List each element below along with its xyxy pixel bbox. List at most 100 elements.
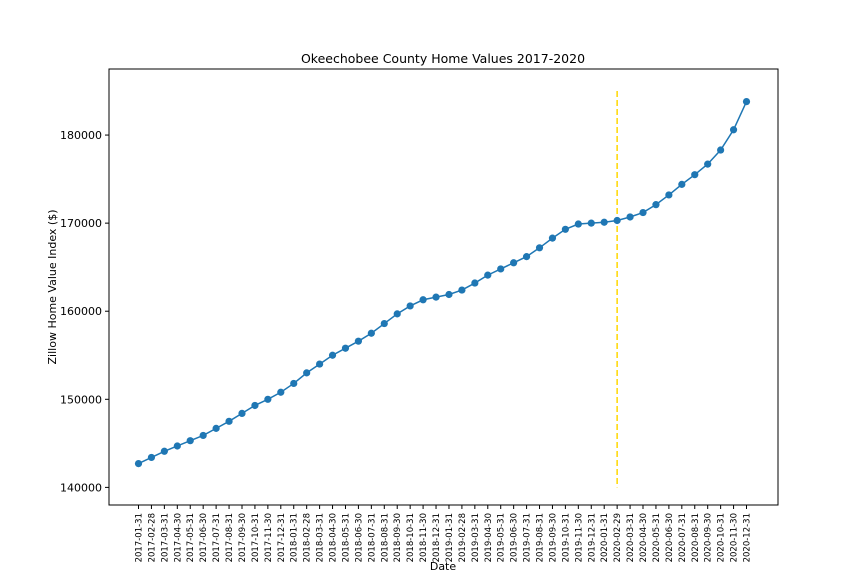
x-axis: 2017-01-31 2017-02-28 2017-03-31 2017-04-30… <box>135 505 753 562</box>
data-point <box>691 171 699 179</box>
x-tick-label: 2019-02-28 <box>458 513 468 562</box>
x-tick-label: 2018-09-30 <box>393 513 403 562</box>
data-point <box>160 447 168 455</box>
data-point <box>225 417 233 425</box>
x-axis-label: Date <box>430 560 457 573</box>
y-tick-label: 150000 <box>60 393 102 406</box>
x-tick-label: 2019-01-31 <box>445 513 455 562</box>
y-tick-label: 140000 <box>60 481 102 494</box>
data-point <box>548 234 557 242</box>
data-point <box>574 220 582 228</box>
x-tick-label: 2020-03-31 <box>626 513 636 562</box>
data-point <box>380 319 388 328</box>
data-point <box>613 216 621 225</box>
data-point <box>678 180 686 188</box>
x-tick-label: 2018-02-28 <box>303 513 313 562</box>
x-tick-label: 2017-07-31 <box>212 513 222 562</box>
x-tick-label: 2019-11-30 <box>574 513 584 562</box>
x-tick-label: 2019-04-30 <box>484 513 494 562</box>
data-point <box>316 360 324 368</box>
data-point <box>561 225 569 233</box>
data-point <box>432 293 440 301</box>
data-point <box>497 265 505 273</box>
x-tick-label: 2018-10-31 <box>406 513 416 562</box>
data-point <box>134 460 143 468</box>
data-point <box>341 344 350 352</box>
x-tick-label: 2017-03-31 <box>160 513 170 562</box>
data-point <box>665 191 673 199</box>
data-point <box>742 97 751 106</box>
x-tick-label: 2018-01-31 <box>290 513 300 562</box>
data-point <box>290 379 298 388</box>
data-point <box>510 259 518 267</box>
x-tick-label: 2017-11-30 <box>264 513 274 562</box>
x-tick-label: 2018-08-31 <box>380 513 390 562</box>
x-tick-label: 2018-03-31 <box>316 513 326 562</box>
x-tick-label: 2019-12-31 <box>587 513 597 562</box>
data-point <box>458 286 466 294</box>
data-point <box>600 218 608 226</box>
x-tick-label: 2017-08-31 <box>225 513 235 562</box>
data-point <box>471 279 479 287</box>
data-point <box>186 437 194 445</box>
x-tick-label: 2020-08-31 <box>691 513 701 562</box>
x-tick-label: 2017-12-31 <box>277 513 287 562</box>
data-point <box>354 337 363 345</box>
data-point <box>173 442 181 450</box>
data-point <box>328 351 337 359</box>
data-point <box>419 296 427 304</box>
data-point <box>367 329 375 337</box>
data-point <box>199 431 207 440</box>
data-point <box>238 409 246 417</box>
data-point <box>626 213 634 221</box>
y-tick-label: 180000 <box>60 129 102 142</box>
x-tick-label: 2018-11-30 <box>419 513 429 562</box>
x-tick-label: 2019-05-31 <box>497 513 507 562</box>
x-tick-label: 2019-08-31 <box>536 513 546 562</box>
x-tick-label: 2020-11-30 <box>730 513 740 562</box>
data-point <box>251 401 259 410</box>
data-point <box>535 244 544 252</box>
x-tick-label: 2020-02-29 <box>613 513 623 562</box>
x-tick-label: 2020-06-30 <box>665 513 675 562</box>
x-tick-label: 2020-05-31 <box>652 513 662 562</box>
data-point <box>704 160 712 168</box>
data-point <box>484 271 492 279</box>
data-point <box>303 369 311 377</box>
data-point <box>393 310 401 318</box>
x-tick-label: 2018-04-30 <box>329 513 339 562</box>
x-tick-label: 2017-06-30 <box>199 513 209 562</box>
x-tick-label: 2018-12-31 <box>432 513 442 562</box>
x-tick-label: 2018-05-31 <box>341 513 351 562</box>
x-tick-label: 2017-02-28 <box>147 513 157 562</box>
x-tick-label: 2017-09-30 <box>238 513 248 562</box>
data-point <box>147 453 156 462</box>
x-tick-label: 2017-05-31 <box>186 513 196 562</box>
data-point <box>406 302 414 310</box>
data-point <box>522 253 531 261</box>
data-point <box>639 208 647 217</box>
series-line <box>138 101 748 465</box>
x-tick-label: 2020-04-30 <box>639 513 649 562</box>
x-tick-label: 2020-12-31 <box>743 513 753 562</box>
plot-area <box>108 68 779 506</box>
y-tick-label: 160000 <box>60 305 102 318</box>
x-tick-label: 2020-10-31 <box>717 513 727 562</box>
x-tick-label: 2017-01-31 <box>135 513 145 562</box>
x-tick-label: 2019-07-31 <box>523 513 533 562</box>
data-point <box>212 424 220 432</box>
data-point <box>587 219 595 227</box>
y-axis: 140000 150000 160000 170000 180000 <box>60 129 109 494</box>
data-point <box>277 388 285 396</box>
y-axis-label: Zillow Home Value Index ($) <box>46 210 59 365</box>
data-point <box>652 201 660 209</box>
x-tick-label: 2020-09-30 <box>704 513 714 562</box>
data-point <box>445 290 453 299</box>
x-tick-label: 2018-06-30 <box>354 513 364 562</box>
y-tick-label: 170000 <box>60 217 102 230</box>
data-point <box>717 146 725 154</box>
x-tick-label: 2020-01-31 <box>600 513 610 562</box>
data-point <box>264 395 272 403</box>
data-point <box>729 126 738 134</box>
